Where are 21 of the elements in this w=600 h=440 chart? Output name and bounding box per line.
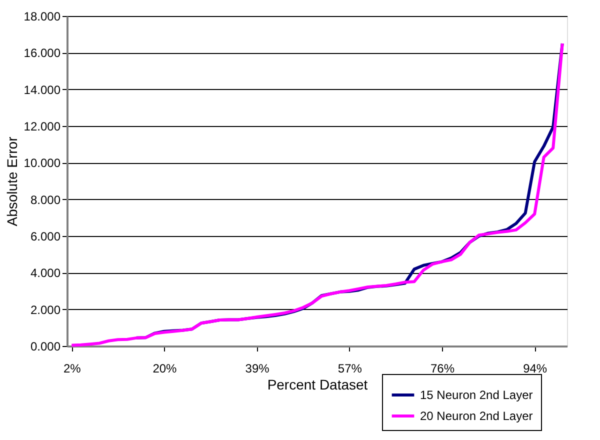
legend-label: 15 Neuron 2nd Layer <box>420 388 533 402</box>
y-tick-label: 14.000 <box>24 82 61 97</box>
y-tick-label: 18.000 <box>24 10 61 24</box>
x-tick-label: 20% <box>152 362 178 376</box>
y-tick-label: 6.000 <box>30 230 61 244</box>
y-tick-label: 16.000 <box>24 46 61 60</box>
x-axis-title: Percent Dataset <box>267 376 368 392</box>
x-tick-label: 39% <box>245 362 270 376</box>
y-axis-title: Absolute Error <box>4 136 20 226</box>
y-tick-label: 4.000 <box>30 266 61 280</box>
x-tick-label: 57% <box>338 362 362 376</box>
x-tick-label: 2% <box>63 362 82 376</box>
x-tick-label: 76% <box>430 362 455 376</box>
legend-label: 20 Neuron 2nd Layer <box>420 409 533 423</box>
x-tick-label: 94% <box>523 362 548 376</box>
y-tick-label: 2.000 <box>30 302 61 317</box>
y-tick-label: 10.000 <box>24 156 61 170</box>
y-tick-label: 0.000 <box>30 340 61 354</box>
line-series <box>70 42 564 347</box>
y-tick-label: 12.000 <box>24 120 61 134</box>
y-tick-label: 8.000 <box>30 192 61 207</box>
